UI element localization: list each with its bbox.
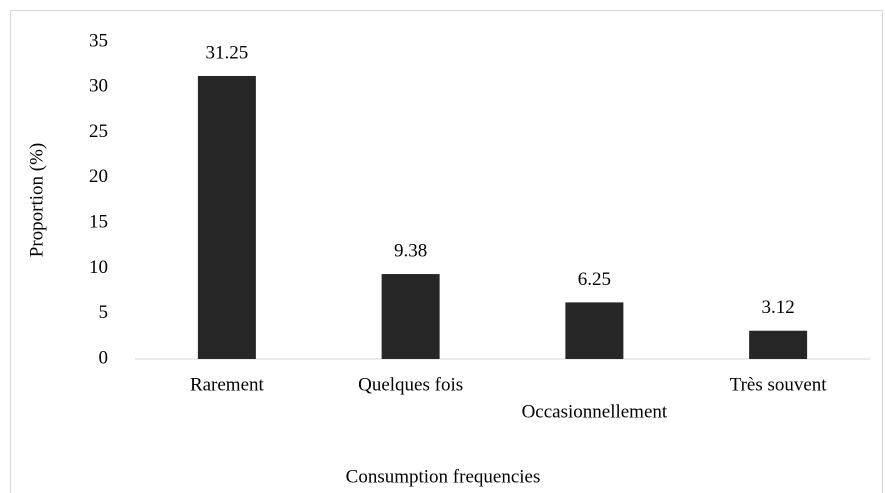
y-tick-label: 15 <box>89 212 108 233</box>
y-tick-label: 35 <box>89 30 108 51</box>
bar <box>565 302 624 359</box>
x-tick-label: Rarement <box>190 374 265 395</box>
data-label: 3.12 <box>762 297 795 318</box>
chart-border <box>10 10 883 493</box>
x-tick-label: Occasionnellement <box>522 401 668 422</box>
bar <box>197 75 256 359</box>
data-label: 31.25 <box>206 42 249 63</box>
y-tick-label: 25 <box>89 121 108 142</box>
bar <box>749 330 808 359</box>
x-tick-label: Très souvent <box>730 374 828 395</box>
y-tick-label: 0 <box>99 347 109 368</box>
x-axis-label: Consumption frequencies <box>346 466 541 487</box>
y-tick-label: 20 <box>89 166 108 187</box>
y-tick-label: 30 <box>89 76 108 97</box>
y-axis-label: Proportion (%) <box>26 143 47 258</box>
data-label: 6.25 <box>578 269 611 290</box>
bar <box>381 274 440 359</box>
y-tick-label: 5 <box>99 302 109 323</box>
y-tick-label: 10 <box>89 257 108 278</box>
data-label: 9.38 <box>394 240 427 261</box>
x-tick-label: Quelques fois <box>358 374 463 395</box>
